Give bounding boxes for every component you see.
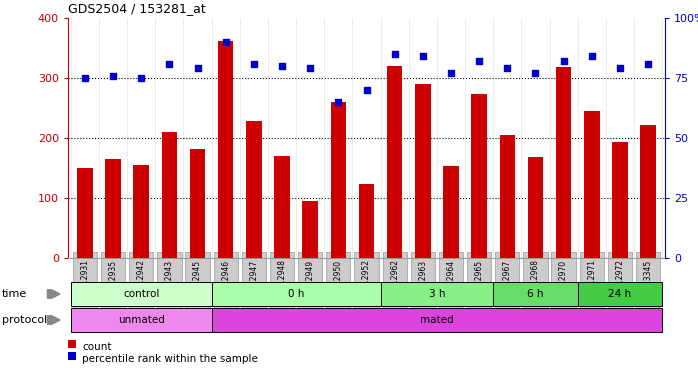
Bar (211, 282, 380, 306)
Point (304, 65, 315, 71)
Bar (584, 111, 600, 258)
Bar (471, 94, 487, 258)
Bar (500, 135, 515, 258)
Point (558, 58, 569, 64)
Text: 6 h: 6 h (527, 289, 544, 299)
Bar (274, 156, 290, 258)
Point (248, 61, 260, 67)
Text: unmated: unmated (118, 315, 165, 325)
Point (361, 87, 372, 93)
Point (135, 75, 147, 81)
Text: mated: mated (420, 315, 454, 325)
Text: percentile rank within the sample: percentile rank within the sample (82, 354, 258, 364)
Point (614, 65, 625, 71)
Bar (493, 282, 578, 306)
Text: GDS2504 / 153281_at: GDS2504 / 153281_at (68, 2, 206, 15)
Bar (387, 66, 403, 258)
Point (107, 73, 119, 79)
Point (643, 61, 654, 67)
Point (80, 75, 91, 81)
Point (389, 51, 400, 57)
Bar (443, 166, 459, 258)
Point (473, 58, 484, 64)
Bar (331, 102, 346, 258)
Text: 3 h: 3 h (429, 289, 445, 299)
Bar (133, 165, 149, 258)
Bar (246, 121, 262, 258)
Bar (302, 201, 318, 258)
Point (220, 39, 231, 45)
Text: control: control (123, 289, 159, 299)
Point (417, 53, 429, 60)
Point (445, 70, 456, 76)
Bar (70, 308, 211, 332)
Point (333, 99, 344, 105)
Text: 24 h: 24 h (609, 289, 632, 299)
Text: protocol: protocol (2, 315, 47, 325)
Bar (211, 308, 662, 332)
Point (530, 70, 541, 76)
Bar (612, 142, 628, 258)
Bar (359, 184, 374, 258)
Text: 0 h: 0 h (288, 289, 304, 299)
Bar (190, 149, 205, 258)
Bar (528, 157, 543, 258)
Text: count: count (82, 341, 112, 351)
Point (276, 63, 288, 69)
Point (502, 65, 513, 71)
Point (164, 61, 175, 67)
Bar (415, 84, 431, 258)
Bar (162, 132, 177, 258)
Bar (218, 41, 233, 258)
Text: time: time (2, 289, 27, 299)
Bar (70, 282, 211, 306)
Bar (77, 168, 93, 258)
Point (586, 53, 597, 60)
Bar (556, 67, 572, 258)
Bar (105, 159, 121, 258)
Point (192, 65, 203, 71)
Bar (640, 125, 656, 258)
Bar (578, 282, 662, 306)
Bar (380, 282, 493, 306)
